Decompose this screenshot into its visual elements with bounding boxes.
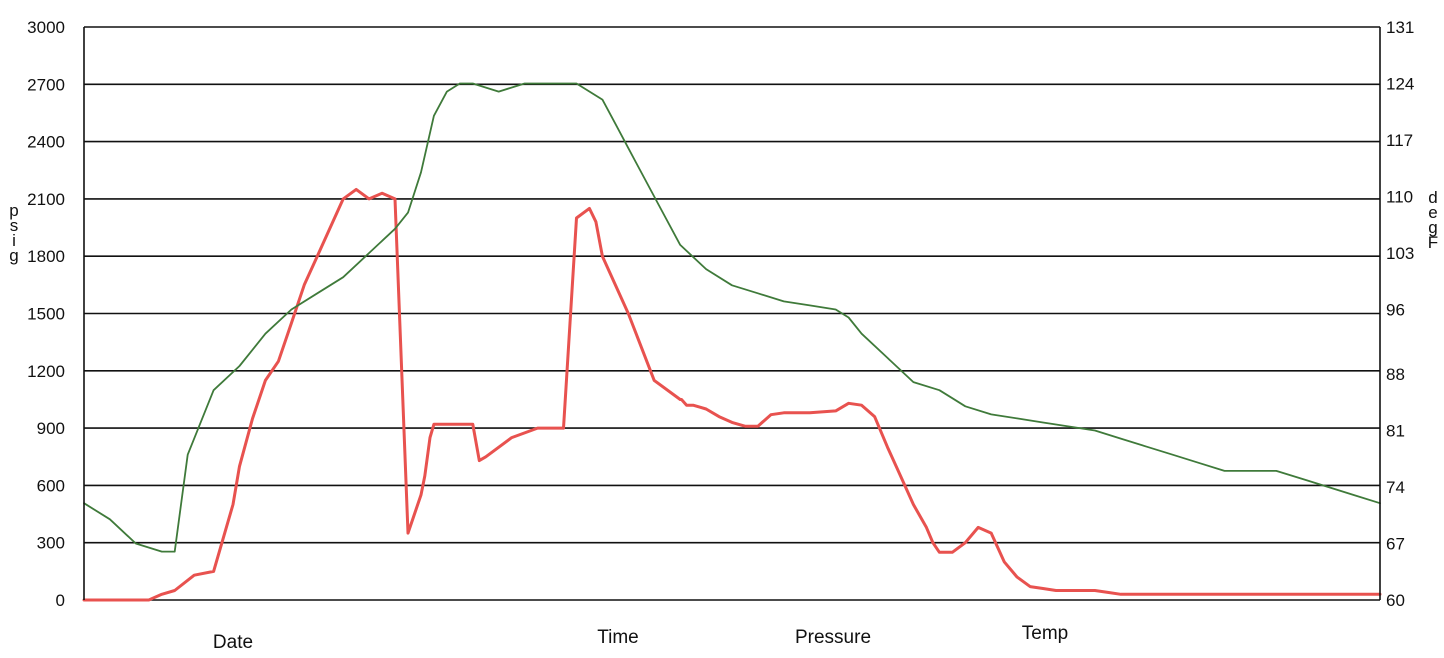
left-tick-label: 0: [56, 591, 65, 610]
plot-frame: [83, 27, 1381, 600]
left-axis-label-letter: s: [10, 216, 19, 235]
left-axis-label-letter: p: [9, 201, 18, 220]
right-tick-label: 74: [1386, 478, 1405, 497]
left-tick-label: 900: [37, 419, 65, 438]
right-tick-label: 124: [1386, 74, 1414, 93]
right-axis-label-letter: e: [1428, 203, 1437, 222]
right-tick-label: 88: [1386, 365, 1405, 384]
right-tick-label: 117: [1386, 131, 1413, 150]
gridlines: [84, 26, 1380, 601]
right-tick-label: 67: [1386, 535, 1405, 554]
left-tick-label: 3000: [27, 18, 65, 37]
right-axis-label-letter: F: [1428, 233, 1438, 252]
right-tick-label: 103: [1386, 244, 1414, 263]
right-tick-label: 60: [1386, 591, 1405, 610]
left-axis-label-letter: g: [9, 246, 18, 265]
right-tick-label: 81: [1386, 422, 1405, 441]
left-tick-label: 2400: [27, 133, 65, 152]
right-tick-label: 96: [1386, 300, 1405, 319]
right-tick-label: 131: [1386, 18, 1414, 37]
right-tick-label: 110: [1386, 187, 1413, 206]
left-tick-label: 1800: [27, 247, 65, 266]
left-tick-label: 600: [37, 476, 65, 495]
left-axis-ticks: 0 300 600 900 1200 1500 1800 2100 2400 2700 3000: [27, 18, 65, 610]
right-axis-label-letter: d: [1428, 188, 1437, 207]
left-tick-label: 2700: [27, 75, 65, 94]
right-axis-label-letter: g: [1428, 218, 1437, 237]
temperature-series-line: [83, 82, 1381, 553]
left-tick-label: 1200: [27, 362, 65, 381]
left-tick-label: 300: [37, 534, 65, 553]
right-axis-ticks: 60 67 74 81 88 96 103 110 117 124 131: [1386, 18, 1414, 610]
footer-labels: Date Time Pressure Temp: [213, 623, 1068, 653]
left-tick-label: 1500: [27, 305, 65, 324]
footer-label: Pressure: [795, 627, 871, 648]
left-tick-label: 2100: [27, 190, 65, 209]
left-axis-label-letter: i: [12, 231, 16, 250]
footer-label: Time: [597, 627, 639, 648]
series-group: [82, 82, 1382, 602]
footer-label: Temp: [1022, 623, 1068, 644]
footer-label: Date: [213, 632, 253, 653]
pressure-series-line: [82, 187, 1382, 602]
